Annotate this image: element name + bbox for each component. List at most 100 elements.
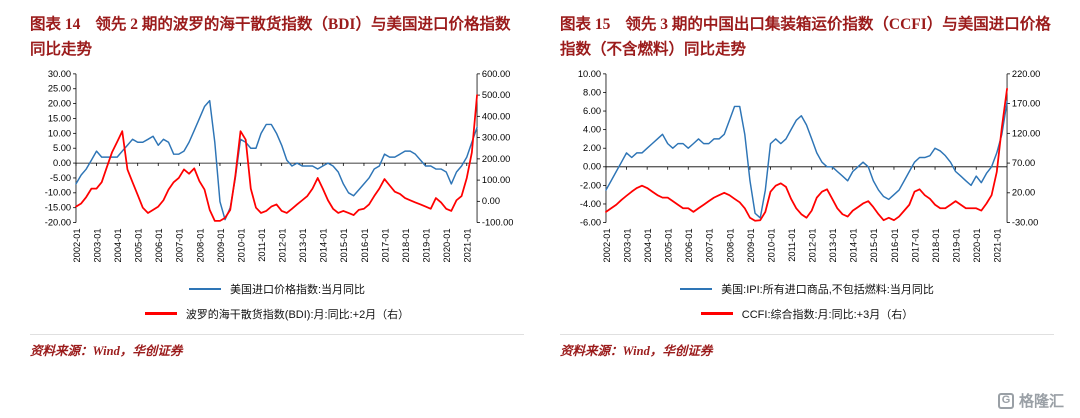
svg-text:-20.00: -20.00 bbox=[45, 218, 71, 228]
svg-text:2008-01: 2008-01 bbox=[725, 229, 735, 263]
svg-text:600.00: 600.00 bbox=[482, 69, 510, 79]
blue-line-swatch bbox=[188, 287, 221, 290]
ccfi-line bbox=[605, 88, 1008, 222]
svg-text:2002-01: 2002-01 bbox=[602, 229, 612, 263]
red-line-swatch bbox=[700, 312, 733, 316]
figure-14-block: 图表 14 领先 2 期的波罗的海干散货指数（BDI）与美国进口价格指数同比走势 … bbox=[30, 12, 524, 359]
svg-text:10.00: 10.00 bbox=[578, 69, 601, 79]
svg-text:0.00: 0.00 bbox=[53, 158, 71, 168]
svg-text:2020-01: 2020-01 bbox=[972, 229, 982, 263]
svg-text:2016-01: 2016-01 bbox=[360, 229, 370, 263]
figure-14-label: 图表 14 bbox=[30, 16, 81, 33]
figure-15-legend: 美国:IPI:所有进口商品,不包括燃料:当月同比 CCFI:综合指数:月:同比:… bbox=[560, 281, 1054, 322]
us-ipi-ex-fuel-line bbox=[605, 101, 1008, 219]
svg-text:2010-01: 2010-01 bbox=[236, 229, 246, 263]
svg-text:2015-01: 2015-01 bbox=[339, 229, 349, 263]
svg-text:-5.00: -5.00 bbox=[50, 173, 71, 183]
svg-text:400.00: 400.00 bbox=[482, 111, 510, 121]
legend-label: CCFI:综合指数:月:同比:+3月（右） bbox=[741, 308, 914, 321]
svg-text:-4.00: -4.00 bbox=[580, 199, 601, 209]
svg-text:2.00: 2.00 bbox=[583, 143, 601, 153]
svg-text:2014-01: 2014-01 bbox=[849, 229, 859, 263]
svg-text:8.00: 8.00 bbox=[583, 88, 601, 98]
svg-text:5.00: 5.00 bbox=[53, 143, 71, 153]
report-figures-row: 图表 14 领先 2 期的波罗的海干散货指数（BDI）与美国进口价格指数同比走势 … bbox=[30, 12, 1054, 359]
svg-text:300.00: 300.00 bbox=[482, 133, 510, 143]
figure-15-title-text: 领先 3 期的中国出口集装箱运价指数（CCFI）与美国进口价格指数（不含燃料）同… bbox=[560, 16, 1051, 59]
svg-text:2019-01: 2019-01 bbox=[422, 229, 432, 263]
svg-text:-6.00: -6.00 bbox=[580, 218, 601, 228]
legend-label: 美国进口价格指数:当月同比 bbox=[229, 283, 366, 296]
gelonghui-text: 格隆汇 bbox=[1018, 393, 1064, 410]
figure-15-label: 图表 15 bbox=[560, 16, 611, 33]
legend-label: 波罗的海干散货指数(BDI):月:同比:+2月（右） bbox=[185, 308, 410, 321]
svg-text:2017-01: 2017-01 bbox=[380, 229, 390, 263]
svg-text:2003-01: 2003-01 bbox=[92, 229, 102, 263]
svg-text:2013-01: 2013-01 bbox=[298, 229, 308, 263]
svg-text:2009-01: 2009-01 bbox=[746, 229, 756, 263]
svg-text:2010-01: 2010-01 bbox=[766, 229, 776, 263]
svg-text:170.00: 170.00 bbox=[1012, 99, 1040, 109]
svg-text:2011-01: 2011-01 bbox=[787, 229, 797, 262]
svg-text:2018-01: 2018-01 bbox=[931, 229, 941, 263]
svg-text:25.00: 25.00 bbox=[48, 84, 71, 94]
svg-text:15.00: 15.00 bbox=[48, 114, 71, 124]
svg-text:20.00: 20.00 bbox=[48, 99, 71, 109]
legend-item-ccfi: CCFI:综合指数:月:同比:+3月（右） bbox=[700, 306, 914, 322]
svg-text:10.00: 10.00 bbox=[48, 128, 71, 138]
svg-text:2009-01: 2009-01 bbox=[216, 229, 226, 263]
svg-text:500.00: 500.00 bbox=[482, 90, 510, 100]
svg-text:2008-01: 2008-01 bbox=[195, 229, 205, 263]
legend-label: 美国:IPI:所有进口商品,不包括燃料:当月同比 bbox=[721, 283, 934, 296]
svg-text:100.00: 100.00 bbox=[482, 175, 510, 185]
svg-text:120.00: 120.00 bbox=[1012, 128, 1040, 138]
figure-15-block: 图表 15 领先 3 期的中国出口集装箱运价指数（CCFI）与美国进口价格指数（不… bbox=[560, 12, 1054, 359]
svg-text:2003-01: 2003-01 bbox=[622, 229, 632, 263]
svg-text:2006-01: 2006-01 bbox=[684, 229, 694, 263]
svg-text:-100.00: -100.00 bbox=[482, 218, 513, 228]
svg-text:20.00: 20.00 bbox=[1012, 188, 1035, 198]
us-import-price-line bbox=[75, 100, 478, 221]
svg-text:2015-01: 2015-01 bbox=[869, 229, 879, 263]
figure-14-legend: 美国进口价格指数:当月同比 波罗的海干散货指数(BDI):月:同比:+2月（右） bbox=[30, 281, 524, 322]
svg-text:70.00: 70.00 bbox=[1012, 158, 1035, 168]
svg-text:2012-01: 2012-01 bbox=[278, 229, 288, 263]
figure-14-title: 图表 14 领先 2 期的波罗的海干散货指数（BDI）与美国进口价格指数同比走势 bbox=[30, 12, 524, 62]
legend-item-bdi: 波罗的海干散货指数(BDI):月:同比:+2月（右） bbox=[144, 306, 410, 322]
legend-item-us-ipi: 美国:IPI:所有进口商品,不包括燃料:当月同比 bbox=[680, 281, 934, 297]
svg-text:2002-01: 2002-01 bbox=[72, 229, 82, 263]
svg-text:2005-01: 2005-01 bbox=[664, 229, 674, 263]
bdi-vs-import-price-chart: 30.00 25.00 20.00 15.00 10.00 5.00 0.00 -5.00 -1… bbox=[45, 69, 514, 263]
legend-item-us-import-price: 美国进口价格指数:当月同比 bbox=[188, 281, 366, 297]
svg-text:2004-01: 2004-01 bbox=[643, 229, 653, 263]
gelonghui-icon: G bbox=[997, 392, 1014, 409]
svg-text:4.00: 4.00 bbox=[583, 125, 601, 135]
svg-text:30.00: 30.00 bbox=[48, 69, 71, 79]
svg-text:0.00: 0.00 bbox=[482, 196, 500, 206]
svg-text:220.00: 220.00 bbox=[1012, 69, 1040, 79]
svg-text:2004-01: 2004-01 bbox=[113, 229, 123, 263]
svg-text:2020-01: 2020-01 bbox=[442, 229, 452, 263]
gelonghui-logo: G 格隆汇 bbox=[997, 390, 1064, 411]
svg-text:2019-01: 2019-01 bbox=[952, 229, 962, 263]
svg-text:-15.00: -15.00 bbox=[45, 203, 71, 213]
figure-14-title-text: 领先 2 期的波罗的海干散货指数（BDI）与美国进口价格指数同比走势 bbox=[30, 16, 511, 59]
svg-text:6.00: 6.00 bbox=[583, 106, 601, 116]
svg-text:-2.00: -2.00 bbox=[580, 181, 601, 191]
source-note: 资料来源：Wind，华创证券 bbox=[560, 333, 1054, 359]
svg-text:2018-01: 2018-01 bbox=[401, 229, 411, 263]
svg-text:0.00: 0.00 bbox=[583, 162, 601, 172]
blue-line-swatch bbox=[680, 287, 713, 290]
svg-text:2007-01: 2007-01 bbox=[705, 229, 715, 263]
svg-text:2016-01: 2016-01 bbox=[890, 229, 900, 263]
svg-text:2021-01: 2021-01 bbox=[463, 229, 473, 263]
svg-text:2006-01: 2006-01 bbox=[154, 229, 164, 263]
source-note: 资料来源：Wind，华创证券 bbox=[30, 333, 524, 359]
figure-15-title: 图表 15 领先 3 期的中国出口集装箱运价指数（CCFI）与美国进口价格指数（不… bbox=[560, 12, 1054, 62]
svg-text:2021-01: 2021-01 bbox=[993, 229, 1003, 263]
ccfi-vs-import-price-chart: 10.00 8.00 6.00 4.00 2.00 0.00 -2.00 -4.00 -6.00… bbox=[578, 69, 1040, 263]
svg-text:2007-01: 2007-01 bbox=[175, 229, 185, 263]
svg-text:2014-01: 2014-01 bbox=[319, 229, 329, 263]
svg-text:-10.00: -10.00 bbox=[45, 188, 71, 198]
svg-text:2011-01: 2011-01 bbox=[257, 229, 267, 262]
